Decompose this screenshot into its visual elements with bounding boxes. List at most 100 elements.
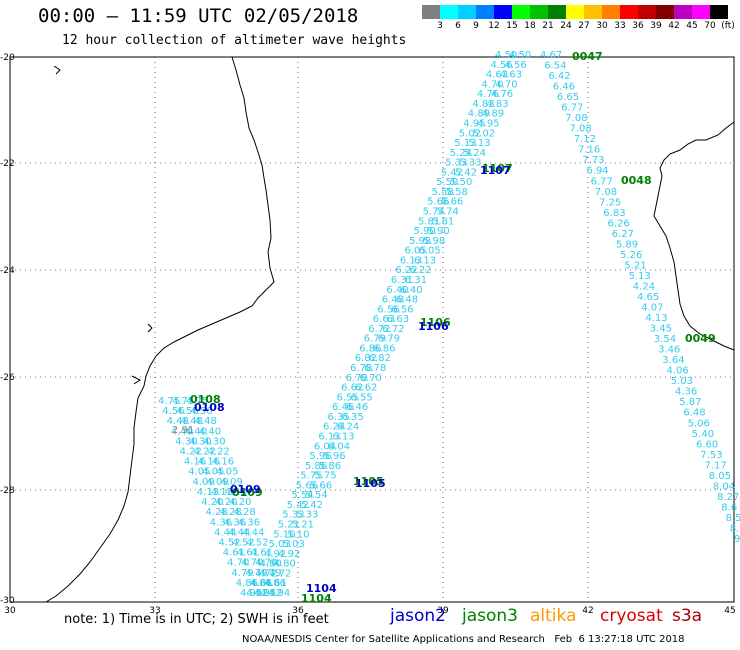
wave-height-value: 6.94	[586, 166, 608, 177]
legend-jason3: jason3	[462, 606, 518, 626]
wave-height-value: 4.22	[180, 447, 202, 458]
map-frame	[9, 56, 735, 603]
footer-credit: NOAA/NESDIS Center for Satellite Applica…	[242, 634, 685, 645]
wave-height-value: 5.24	[450, 148, 472, 159]
color-swatch	[494, 5, 512, 19]
color-scale-label: 30	[596, 21, 608, 31]
wave-height-value: 6.13	[400, 255, 422, 266]
legend-jason2: jason2	[390, 606, 446, 626]
wave-height-value: 4.56	[162, 406, 184, 417]
time-labels: 0047 1107 1107 0048 1106 1106 0049 0108 …	[190, 50, 716, 605]
lon-label: 45	[724, 606, 735, 616]
wave-height-value: 4.30	[203, 436, 225, 447]
wave-height-value: 5.66	[427, 197, 449, 208]
wave-height-value: 5.42	[441, 167, 463, 178]
wave-height-value: 5.42	[287, 500, 309, 511]
wave-height-value: 5.98	[423, 236, 445, 247]
extra-wave-value: 2.91	[172, 425, 194, 436]
wave-height-value: 5.54	[291, 490, 313, 501]
track-a-values: 4.754.564.484.404.304.224.164.054.094.13…	[158, 396, 290, 599]
wave-height-value: 5.50	[450, 177, 472, 188]
wave-height-value: 4.40	[199, 426, 221, 437]
wave-height-value: 6.56	[377, 304, 399, 315]
wave-height-value: 4.36	[210, 517, 232, 528]
wave-height-value: 4.61	[237, 548, 259, 559]
wave-height-value: 4.94	[240, 588, 262, 599]
wave-height-value: 4.28	[234, 507, 256, 518]
wave-height-value: 5.42	[455, 167, 477, 178]
wave-height-value: 5.98	[409, 236, 431, 247]
color-swatch	[512, 5, 530, 19]
wave-height-value: 5.75	[300, 471, 322, 482]
wave-height-value: 4.09	[193, 477, 215, 488]
wave-height-value: 6.77	[591, 176, 613, 187]
wave-height-value: 4.61	[251, 548, 273, 559]
wave-height-value: 7.08	[595, 187, 617, 198]
wave-height-value: 5.33	[459, 158, 481, 169]
wave-height-value: 4.95	[477, 119, 499, 130]
wave-height-value: 5.90	[428, 226, 450, 237]
color-swatch	[692, 5, 710, 19]
wave-height-value: 6.62	[355, 383, 377, 394]
wave-height-value: 4.48	[195, 416, 217, 427]
wave-height-value: 6.04	[314, 441, 336, 452]
wave-height-value: 4.56	[491, 60, 513, 71]
lon-label: 39	[437, 606, 449, 616]
wave-height-value: 5.10	[287, 529, 309, 540]
color-swatch	[620, 5, 638, 19]
legend-s3a: s3a	[672, 606, 703, 626]
wave-height-value: 6.65	[557, 92, 579, 103]
legend-cryosat: cryosat	[600, 606, 663, 626]
wave-height-value: 4.61	[251, 578, 273, 589]
wave-height-value: 5.81	[432, 216, 454, 227]
wave-height-value: 4.13	[225, 487, 247, 498]
wave-height-value: 7.17	[705, 460, 727, 471]
color-scale-label: 42	[668, 21, 680, 31]
wave-height-value: 4.72	[255, 568, 277, 579]
wave-height-value: 4.63	[500, 70, 522, 81]
color-swatch	[476, 5, 494, 19]
color-scale-label: 18	[524, 21, 536, 31]
color-scale-label: (ft)	[721, 21, 735, 31]
wave-height-value: 6.82	[355, 353, 377, 364]
wave-height-value: 4.67	[540, 50, 562, 61]
wave-height-value: 4.75	[172, 396, 194, 407]
wave-height-value: 6.27	[612, 229, 634, 240]
wave-height-value: 6.46	[346, 402, 368, 413]
wave-height-value: 6.83	[603, 208, 625, 219]
wave-height-value: 6.46	[553, 82, 575, 93]
wave-height-value: 6.48	[396, 295, 418, 306]
wave-height-value: 7.16	[578, 145, 600, 156]
wave-height-value: 5.89	[616, 239, 638, 250]
wave-height-value: 6.77	[561, 103, 583, 114]
wave-height-value: 3.45	[650, 324, 672, 335]
lat-label: -20	[0, 53, 15, 63]
wave-height-value: 5.21	[624, 260, 646, 271]
grid-lines	[10, 57, 734, 602]
wave-height-value: 5.66	[296, 480, 318, 491]
wave-height-value: 8.6	[721, 502, 737, 513]
wave-height-value: 6.05	[419, 246, 441, 257]
lat-label: -30	[0, 596, 15, 606]
wave-height-value: 4.44	[214, 527, 236, 538]
time-label: 0047	[572, 50, 603, 63]
latitude-labels: -20 -22 -24 -26 -28 -30	[0, 53, 15, 606]
wave-height-value: 5.02	[459, 128, 481, 139]
color-scale-label: 70	[704, 21, 716, 31]
wave-height-value: 5.58	[446, 187, 468, 198]
wave-height-value: 3.46	[658, 345, 680, 356]
color-scale-label: 33	[614, 21, 626, 31]
color-swatch	[530, 5, 548, 19]
wave-height-value: 4.16	[212, 457, 234, 468]
wave-height-value: 4.36	[675, 387, 697, 398]
lon-label: 42	[582, 606, 593, 616]
wave-height-value: 7.53	[700, 450, 722, 461]
wave-height-value: 5.24	[464, 148, 486, 159]
wave-height-value: 4.28	[206, 507, 228, 518]
wave-height-value: 6.05	[405, 246, 427, 257]
color-scale-label: 27	[578, 21, 590, 31]
wave-height-value: 6.42	[548, 71, 570, 82]
wave-height-value: 6.48	[683, 408, 705, 419]
wave-height-value: 6.78	[364, 363, 386, 374]
